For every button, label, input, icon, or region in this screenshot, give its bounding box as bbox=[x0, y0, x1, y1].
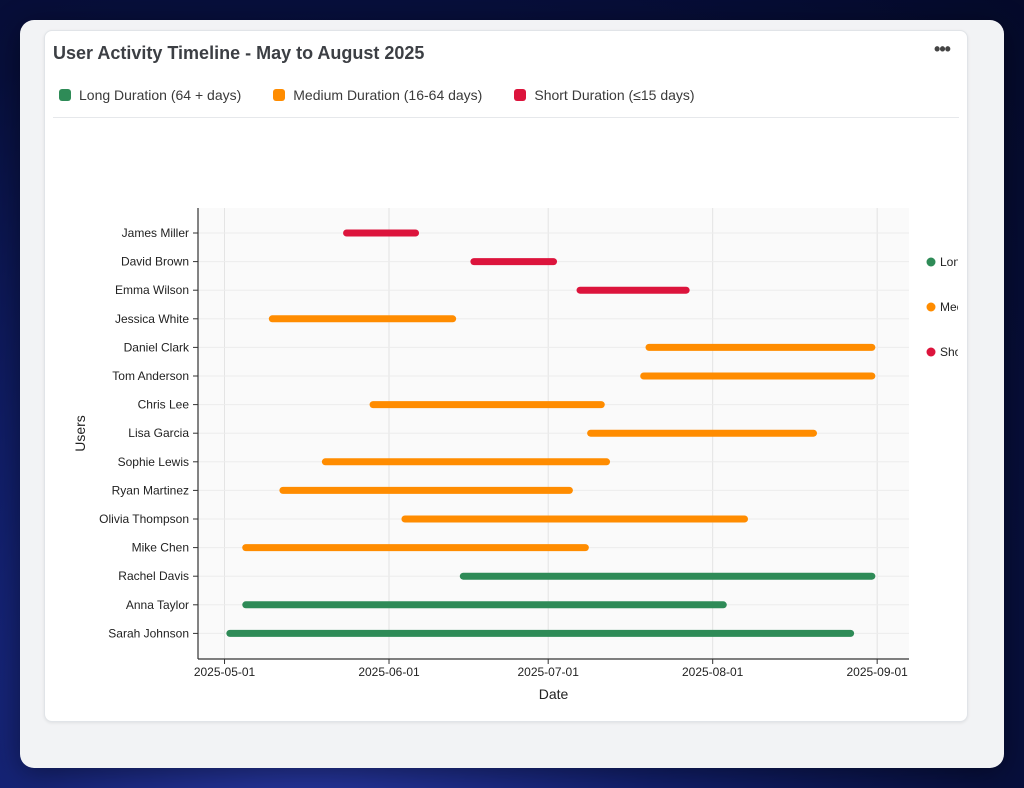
y-tick-label: James Miller bbox=[122, 226, 189, 240]
x-tick-label: 2025-06-01 bbox=[358, 665, 420, 679]
y-tick-label: Chris Lee bbox=[138, 398, 190, 412]
legend-label-short: Short Duration (≤15 days) bbox=[534, 87, 695, 103]
y-tick-label: Olivia Thompson bbox=[99, 512, 189, 526]
y-tick-label: Tom Anderson bbox=[112, 369, 189, 383]
y-tick-label: Lisa Garcia bbox=[128, 426, 189, 440]
legend-label-medium: Medium Duration (16-64 days) bbox=[293, 87, 483, 103]
y-tick-label: David Brown bbox=[121, 255, 189, 269]
app-window: User Activity Timeline - May to August 2… bbox=[20, 20, 1004, 768]
y-tick-label: Rachel Davis bbox=[118, 569, 189, 583]
legend-divider bbox=[53, 117, 959, 118]
side-legend-label: Lon bbox=[940, 255, 960, 269]
side-legend-label: Sho bbox=[940, 345, 962, 359]
x-tick-label: 2025-07-01 bbox=[517, 665, 579, 679]
x-tick-label: 2025-08-01 bbox=[682, 665, 744, 679]
legend-label-long: Long Duration (64 + days) bbox=[79, 87, 242, 103]
y-tick-label: Jessica White bbox=[115, 312, 189, 326]
x-tick-label: 2025-05-01 bbox=[194, 665, 256, 679]
legend-item-long[interactable]: Long Duration (64 + days) bbox=[59, 87, 241, 103]
card-title: User Activity Timeline - May to August 2… bbox=[53, 43, 425, 63]
legend: Long Duration (64 + days) Medium Duratio… bbox=[59, 87, 695, 103]
legend-swatch-medium bbox=[273, 89, 286, 101]
y-tick-label: Mike Chen bbox=[132, 541, 189, 555]
y-tick-label: Anna Taylor bbox=[126, 598, 189, 612]
side-legend-label: Mec bbox=[940, 300, 963, 314]
x-axis-title: Date bbox=[539, 686, 569, 702]
chart-card: User Activity Timeline - May to August 2… bbox=[44, 30, 968, 722]
legend-swatch-long bbox=[59, 89, 71, 101]
y-tick-label: Sarah Johnson bbox=[108, 626, 189, 640]
y-axis-title: Users bbox=[72, 415, 88, 452]
more-options-icon[interactable]: ••• bbox=[934, 39, 951, 59]
y-tick-label: Daniel Clark bbox=[124, 340, 190, 354]
side-legend-marker bbox=[926, 257, 936, 267]
legend-item-short[interactable]: Short Duration (≤15 days) bbox=[514, 87, 695, 103]
side-legend-marker bbox=[926, 347, 936, 357]
timeline-chart: 2025-05-01 2025-06-01 2025-07-01 2025-08-01… bbox=[72, 208, 963, 702]
y-tick-label: Ryan Martinez bbox=[112, 483, 189, 497]
legend-swatch-short bbox=[514, 89, 527, 101]
y-tick-label: Emma Wilson bbox=[115, 283, 189, 297]
y-tick-label: Sophie Lewis bbox=[118, 455, 189, 469]
x-tick-label: 2025-09-01 bbox=[846, 665, 908, 679]
side-legend-marker bbox=[926, 302, 936, 312]
legend-item-medium[interactable]: Medium Duration (16-64 days) bbox=[273, 87, 482, 103]
